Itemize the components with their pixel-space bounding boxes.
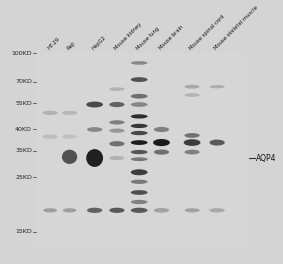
Ellipse shape xyxy=(109,102,125,107)
Ellipse shape xyxy=(131,140,148,145)
Ellipse shape xyxy=(131,157,148,161)
Ellipse shape xyxy=(131,200,148,204)
Ellipse shape xyxy=(185,208,200,213)
Ellipse shape xyxy=(185,93,200,97)
Ellipse shape xyxy=(109,208,125,213)
Ellipse shape xyxy=(131,77,148,82)
Ellipse shape xyxy=(131,169,148,175)
Ellipse shape xyxy=(131,150,148,154)
Text: 35KD: 35KD xyxy=(15,148,32,153)
Text: Mouse kidney: Mouse kidney xyxy=(113,22,143,51)
Ellipse shape xyxy=(185,133,200,138)
Text: AQP4: AQP4 xyxy=(256,154,276,163)
Text: HT-29: HT-29 xyxy=(47,37,61,51)
Ellipse shape xyxy=(86,102,103,107)
Ellipse shape xyxy=(154,149,169,155)
Ellipse shape xyxy=(131,124,148,128)
Text: 25KD: 25KD xyxy=(15,175,32,180)
Ellipse shape xyxy=(131,131,148,135)
Ellipse shape xyxy=(62,111,77,115)
Text: Mouse skeletal muscle: Mouse skeletal muscle xyxy=(214,5,260,51)
Ellipse shape xyxy=(131,190,148,195)
FancyBboxPatch shape xyxy=(35,53,246,246)
Text: 100KD: 100KD xyxy=(11,51,32,56)
Ellipse shape xyxy=(154,208,169,213)
Ellipse shape xyxy=(109,120,125,125)
Text: Mouse lung: Mouse lung xyxy=(136,26,160,51)
Ellipse shape xyxy=(86,149,103,167)
Ellipse shape xyxy=(185,85,200,89)
Ellipse shape xyxy=(131,102,148,107)
Text: 55KD: 55KD xyxy=(15,101,32,106)
Ellipse shape xyxy=(131,180,148,184)
Ellipse shape xyxy=(131,114,148,119)
Text: Mouse brain: Mouse brain xyxy=(158,25,184,51)
Ellipse shape xyxy=(87,208,102,213)
Text: 40KD: 40KD xyxy=(15,127,32,132)
Ellipse shape xyxy=(209,85,225,88)
Text: 70KD: 70KD xyxy=(15,79,32,84)
Ellipse shape xyxy=(109,129,125,133)
Ellipse shape xyxy=(63,208,76,213)
Ellipse shape xyxy=(184,139,200,146)
Ellipse shape xyxy=(87,127,102,132)
Ellipse shape xyxy=(185,150,200,154)
Ellipse shape xyxy=(109,87,125,91)
Ellipse shape xyxy=(43,208,57,213)
Text: Mouse spinal cord: Mouse spinal cord xyxy=(188,14,226,51)
Text: 15KD: 15KD xyxy=(15,229,32,234)
Ellipse shape xyxy=(42,134,58,139)
Ellipse shape xyxy=(131,61,148,65)
Ellipse shape xyxy=(209,140,225,145)
Ellipse shape xyxy=(209,208,225,213)
Ellipse shape xyxy=(154,127,169,132)
Ellipse shape xyxy=(153,139,170,146)
Ellipse shape xyxy=(109,141,125,146)
Text: HepG2: HepG2 xyxy=(91,35,107,51)
Ellipse shape xyxy=(42,111,58,115)
Ellipse shape xyxy=(62,150,77,164)
Text: Raji: Raji xyxy=(66,41,76,51)
Ellipse shape xyxy=(62,134,77,139)
Ellipse shape xyxy=(131,208,148,213)
Ellipse shape xyxy=(109,156,125,160)
Ellipse shape xyxy=(131,94,148,98)
